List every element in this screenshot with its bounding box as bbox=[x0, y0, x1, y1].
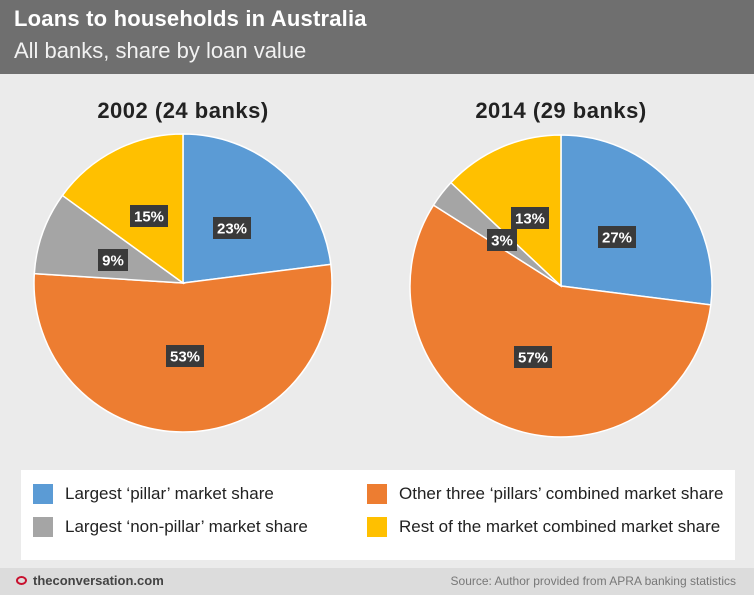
data-label-box bbox=[166, 345, 204, 367]
legend-swatch bbox=[367, 517, 387, 537]
legend-item-largest-pillar: Largest ‘pillar’ market share bbox=[33, 484, 274, 504]
data-label-2002-largest-non-pillar: 9% bbox=[98, 249, 128, 271]
data-label-text: 27% bbox=[602, 230, 632, 247]
pie-slice-2014-other-three-pillars bbox=[409, 204, 712, 438]
data-label-2014-rest-of-market: 13% bbox=[511, 207, 549, 229]
pie-title-2014: 2014 (29 banks) bbox=[475, 98, 647, 123]
data-label-2014-other-three-pillars: 57% bbox=[514, 346, 552, 368]
data-label-text: 9% bbox=[102, 253, 124, 270]
chart-title: Loans to households in Australia bbox=[14, 6, 367, 31]
data-label-2002-other-three-pillars: 53% bbox=[166, 345, 204, 367]
data-label-box bbox=[130, 205, 168, 227]
pie-slice-2014-largest-pillar bbox=[560, 134, 713, 306]
legend-label: Rest of the market combined market share bbox=[399, 517, 721, 536]
pie-slice-2014-rest-of-market bbox=[449, 134, 562, 288]
legend-item-largest-non-pillar: Largest ‘non-pillar’ market share bbox=[33, 517, 308, 537]
pie-slice-2002-largest-non-pillar bbox=[33, 194, 186, 284]
data-label-box bbox=[511, 207, 549, 229]
footer: theconversation.com Source: Author provi… bbox=[0, 568, 754, 595]
data-label-box bbox=[598, 226, 636, 248]
data-label-2014-largest-pillar: 27% bbox=[598, 226, 636, 248]
data-label-box bbox=[487, 229, 517, 251]
brand-label: theconversation.com bbox=[33, 573, 164, 588]
legend-label: Largest ‘non-pillar’ market share bbox=[65, 517, 308, 536]
data-label-text: 13% bbox=[515, 211, 545, 228]
data-label-text: 15% bbox=[134, 209, 164, 226]
legend-label: Largest ‘pillar’ market share bbox=[65, 484, 274, 503]
data-label-box bbox=[514, 346, 552, 368]
data-label-2002-largest-pillar: 23% bbox=[213, 217, 251, 239]
legend-swatch bbox=[367, 484, 387, 504]
legend-item-other-three-pillars: Other three ‘pillars’ combined market sh… bbox=[367, 484, 723, 504]
legend-swatch bbox=[33, 484, 53, 504]
data-label-text: 53% bbox=[170, 349, 200, 366]
pie-slice-2002-rest-of-market bbox=[61, 133, 184, 285]
pie-slice-2002-largest-pillar bbox=[182, 133, 332, 284]
pie-title-2002: 2002 (24 banks) bbox=[97, 98, 269, 123]
pie-charts: 23% 53% 9% 15% 27% 57% 3%13% bbox=[33, 133, 713, 438]
data-label-box bbox=[213, 217, 251, 239]
legend-label: Other three ‘pillars’ combined market sh… bbox=[399, 484, 724, 503]
legend: Largest ‘pillar’ market share Other thre… bbox=[21, 470, 735, 560]
legend-swatch bbox=[33, 517, 53, 537]
data-label-2014-largest-non-pillar: 3% bbox=[487, 229, 517, 251]
chart-subtitle: All banks, share by loan value bbox=[14, 38, 307, 63]
data-label-text: 57% bbox=[518, 350, 548, 367]
chart-header: Loans to households in Australia All ban… bbox=[0, 0, 754, 74]
data-label-box bbox=[98, 249, 128, 271]
conversation-logo-icon bbox=[16, 576, 27, 585]
data-label-text: 23% bbox=[217, 221, 247, 238]
source-note: Source: Author provided from APRA bankin… bbox=[450, 574, 736, 588]
data-label-2002-rest-of-market: 15% bbox=[130, 205, 168, 227]
legend-item-rest-of-market: Rest of the market combined market share bbox=[367, 517, 720, 537]
brand[interactable]: theconversation.com bbox=[16, 573, 164, 588]
data-label-text: 3% bbox=[491, 233, 513, 250]
